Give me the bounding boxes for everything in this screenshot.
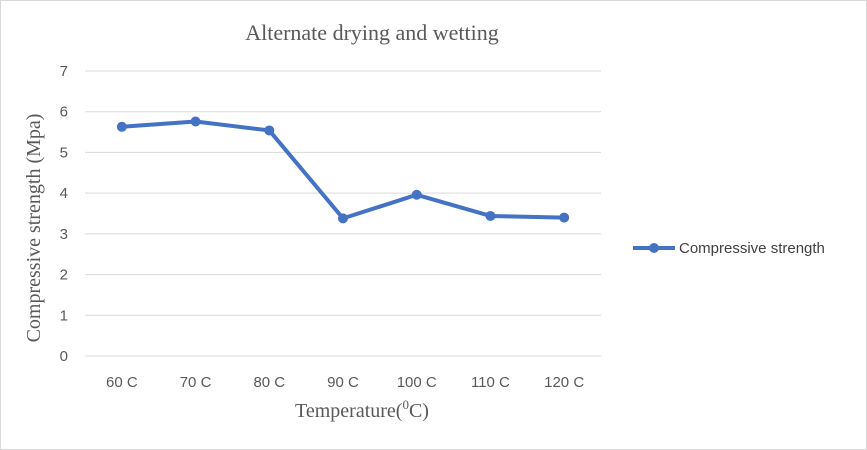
x-tick-label: 60 C xyxy=(106,374,138,391)
x-tick-label: 80 C xyxy=(253,374,285,391)
chart-title: Alternate drying and wetting xyxy=(245,20,499,45)
x-tick-label: 100 C xyxy=(397,374,437,391)
data-point xyxy=(559,212,570,223)
data-point xyxy=(116,121,127,132)
y-tick-label: 3 xyxy=(60,226,68,243)
data-point xyxy=(411,189,422,200)
y-tick-label: 5 xyxy=(60,144,68,161)
y-tick-label: 7 xyxy=(60,63,68,80)
x-tick-label: 90 C xyxy=(327,374,359,391)
y-tick-label: 2 xyxy=(60,267,68,284)
legend: Compressive strength xyxy=(633,240,825,257)
data-point xyxy=(338,213,348,224)
x-axis-title: Temperature(0C) xyxy=(295,397,429,422)
legend-label: Compressive strength xyxy=(679,240,825,257)
x-axis-title-superscript: 0 xyxy=(402,397,409,412)
y-axis-ticks: 0 1 2 3 4 5 6 7 xyxy=(60,63,68,365)
x-axis-title-text: Temperature( xyxy=(295,400,403,422)
data-point xyxy=(190,116,201,127)
series-layer xyxy=(116,116,570,224)
x-axis-ticks: 60 C 70 C 80 C 90 C 100 C 110 C 120 C xyxy=(106,374,584,391)
gridlines xyxy=(85,70,601,357)
x-tick-label: 110 C xyxy=(471,374,510,391)
data-point xyxy=(485,210,496,221)
x-axis-title-unit: C) xyxy=(409,400,429,422)
y-axis-title: Compressive strength (Mpa) xyxy=(23,114,45,343)
y-tick-label: 1 xyxy=(60,307,68,324)
legend-marker xyxy=(649,243,659,253)
y-tick-label: 0 xyxy=(60,348,68,365)
y-tick-label: 6 xyxy=(60,104,68,121)
y-tick-label: 4 xyxy=(60,185,68,202)
data-point xyxy=(264,125,275,136)
x-tick-label: 120 C xyxy=(544,374,584,391)
x-tick-label: 70 C xyxy=(180,374,212,391)
